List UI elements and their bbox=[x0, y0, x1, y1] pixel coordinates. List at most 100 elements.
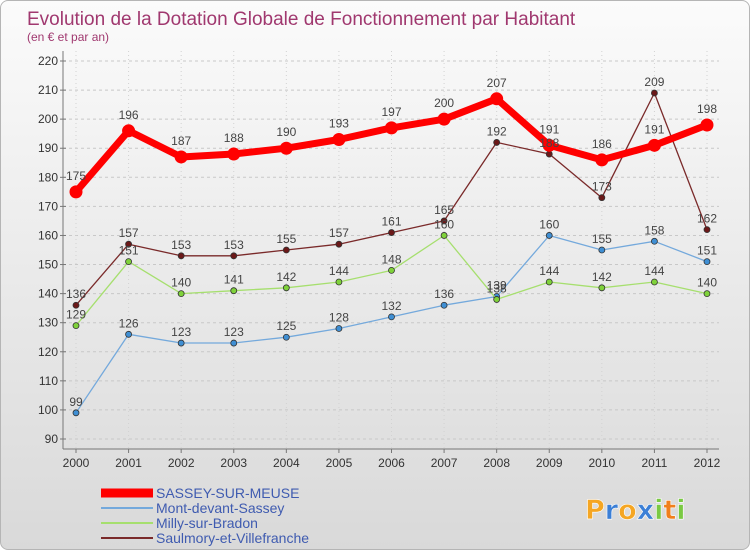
data-point-saulmory-et-villefranche bbox=[545, 150, 553, 158]
data-point-sassey-sur-meuse bbox=[647, 138, 661, 152]
data-label-sassey-sur-meuse: 200 bbox=[434, 96, 454, 110]
data-point-sassey-sur-meuse bbox=[227, 147, 241, 161]
data-label-mont-devant-sassey: 126 bbox=[119, 316, 139, 330]
data-label-sassey-sur-meuse: 198 bbox=[697, 102, 717, 116]
y-tick-label: 190 bbox=[38, 141, 58, 155]
logo-letter: i bbox=[654, 495, 663, 526]
grid bbox=[63, 51, 719, 449]
data-point-milly-sur-bradon bbox=[545, 278, 553, 286]
data-point-mont-devant-sassey bbox=[703, 258, 711, 266]
data-point-mont-devant-sassey bbox=[388, 313, 395, 321]
y-tick-label: 130 bbox=[38, 316, 58, 330]
data-label-saulmory-et-villefranche: 188 bbox=[539, 136, 559, 150]
data-label-saulmory-et-villefranche: 157 bbox=[119, 226, 139, 240]
data-point-milly-sur-bradon bbox=[703, 290, 711, 298]
data-point-saulmory-et-villefranche bbox=[125, 240, 132, 248]
data-label-milly-sur-bradon: 144 bbox=[539, 264, 559, 278]
data-label-saulmory-et-villefranche: 161 bbox=[381, 215, 401, 229]
x-tick-label: 2008 bbox=[483, 456, 510, 470]
data-label-milly-sur-bradon: 138 bbox=[487, 281, 507, 295]
data-point-sassey-sur-meuse bbox=[437, 112, 451, 126]
data-point-mont-devant-sassey bbox=[440, 301, 448, 309]
data-point-saulmory-et-villefranche bbox=[598, 194, 606, 202]
data-label-sassey-sur-meuse: 191 bbox=[644, 122, 664, 136]
x-tick-label: 2003 bbox=[220, 456, 247, 470]
data-point-saulmory-et-villefranche bbox=[388, 229, 395, 236]
data-labels: 175 196 187 188 190 193 197 200 207 191 186 191 198 9… bbox=[66, 75, 717, 409]
data-point-milly-sur-bradon bbox=[493, 296, 501, 303]
data-label-milly-sur-bradon: 140 bbox=[697, 276, 717, 290]
data-label-mont-devant-sassey: 123 bbox=[224, 325, 244, 339]
x-tick-label: 2007 bbox=[431, 456, 458, 470]
data-point-sassey-sur-meuse bbox=[595, 153, 609, 167]
logo-text: Proxiti bbox=[585, 495, 686, 526]
legend-item-sassey-sur-meuse: SASSEY-SUR-MEUSE bbox=[101, 485, 299, 501]
legend: SASSEY-SUR-MEUSEMont-devant-SasseyMilly-… bbox=[101, 485, 309, 546]
legend-label: Milly-sur-Bradon bbox=[156, 515, 258, 531]
series-group bbox=[69, 89, 714, 417]
data-point-saulmory-et-villefranche bbox=[703, 226, 711, 234]
data-point-milly-sur-bradon bbox=[651, 278, 658, 286]
x-tick-label: 2006 bbox=[378, 456, 405, 470]
data-label-sassey-sur-meuse: 187 bbox=[171, 134, 191, 148]
data-point-saulmory-et-villefranche bbox=[440, 217, 448, 225]
data-point-sassey-sur-meuse bbox=[122, 124, 136, 138]
x-tick-label: 2002 bbox=[168, 456, 195, 470]
data-point-sassey-sur-meuse bbox=[174, 150, 188, 164]
y-tick-label: 180 bbox=[38, 170, 58, 184]
y-tick-label: 90 bbox=[45, 432, 59, 446]
legend-item-mont-devant-sassey: Mont-devant-Sassey bbox=[101, 500, 284, 516]
chart-title: Evolution de la Dotation Globale de Fonc… bbox=[27, 9, 576, 30]
y-tick-label: 160 bbox=[38, 228, 58, 242]
legend-item-saulmory-et-villefranche: Saulmory-et-Villefranche bbox=[101, 530, 309, 546]
axes: 90 100 110 120 130 140 150 160 170 180 190 200 210 22… bbox=[38, 51, 721, 470]
data-point-saulmory-et-villefranche bbox=[335, 240, 343, 248]
data-point-milly-sur-bradon bbox=[230, 287, 238, 295]
data-label-saulmory-et-villefranche: 162 bbox=[697, 212, 717, 226]
data-point-saulmory-et-villefranche bbox=[72, 301, 80, 309]
data-label-sassey-sur-meuse: 193 bbox=[329, 117, 349, 131]
data-label-milly-sur-bradon: 142 bbox=[592, 270, 612, 284]
x-tick-label: 2009 bbox=[536, 456, 563, 470]
y-tick-label: 120 bbox=[38, 345, 58, 359]
data-point-saulmory-et-villefranche bbox=[493, 139, 501, 146]
data-label-mont-devant-sassey: 139 bbox=[487, 279, 507, 293]
y-tick-label: 170 bbox=[38, 199, 58, 213]
data-point-mont-devant-sassey bbox=[282, 333, 290, 341]
data-point-milly-sur-bradon bbox=[440, 232, 448, 239]
y-tick-label: 200 bbox=[38, 112, 58, 126]
y-tick-label: 150 bbox=[38, 258, 58, 272]
data-point-mont-devant-sassey bbox=[125, 330, 132, 338]
data-point-mont-devant-sassey bbox=[598, 246, 606, 254]
data-label-saulmory-et-villefranche: 209 bbox=[644, 75, 664, 89]
data-label-mont-devant-sassey: 158 bbox=[644, 223, 664, 237]
data-point-mont-devant-sassey bbox=[651, 237, 658, 245]
data-point-milly-sur-bradon bbox=[72, 322, 80, 330]
data-point-mont-devant-sassey bbox=[230, 339, 238, 347]
legend-label: Mont-devant-Sassey bbox=[156, 500, 284, 516]
data-label-saulmory-et-villefranche: 155 bbox=[276, 232, 296, 246]
data-label-milly-sur-bradon: 142 bbox=[276, 270, 296, 284]
data-point-mont-devant-sassey bbox=[177, 339, 185, 347]
data-label-sassey-sur-meuse: 197 bbox=[381, 105, 401, 119]
data-label-saulmory-et-villefranche: 192 bbox=[487, 124, 507, 138]
logo-letter: r bbox=[605, 495, 619, 526]
y-tick-label: 100 bbox=[38, 403, 58, 417]
data-label-milly-sur-bradon: 144 bbox=[329, 264, 349, 278]
data-label-milly-sur-bradon: 141 bbox=[224, 273, 244, 287]
x-tick-label: 2011 bbox=[642, 456, 668, 470]
data-point-saulmory-et-villefranche bbox=[282, 246, 290, 254]
data-point-mont-devant-sassey bbox=[335, 325, 343, 332]
y-tick-label: 210 bbox=[38, 83, 58, 97]
x-tick-label: 2010 bbox=[588, 456, 615, 470]
data-label-mont-devant-sassey: 128 bbox=[329, 311, 349, 325]
data-label-mont-devant-sassey: 136 bbox=[434, 287, 454, 301]
data-label-mont-devant-sassey: 99 bbox=[69, 395, 83, 409]
y-tick-label: 220 bbox=[38, 54, 58, 68]
data-label-sassey-sur-meuse: 191 bbox=[539, 122, 559, 136]
logo-letter: o bbox=[618, 495, 637, 526]
data-label-saulmory-et-villefranche: 157 bbox=[329, 226, 349, 240]
x-tick-label: 2012 bbox=[694, 456, 721, 470]
data-point-milly-sur-bradon bbox=[282, 284, 290, 292]
data-label-sassey-sur-meuse: 196 bbox=[119, 108, 139, 122]
